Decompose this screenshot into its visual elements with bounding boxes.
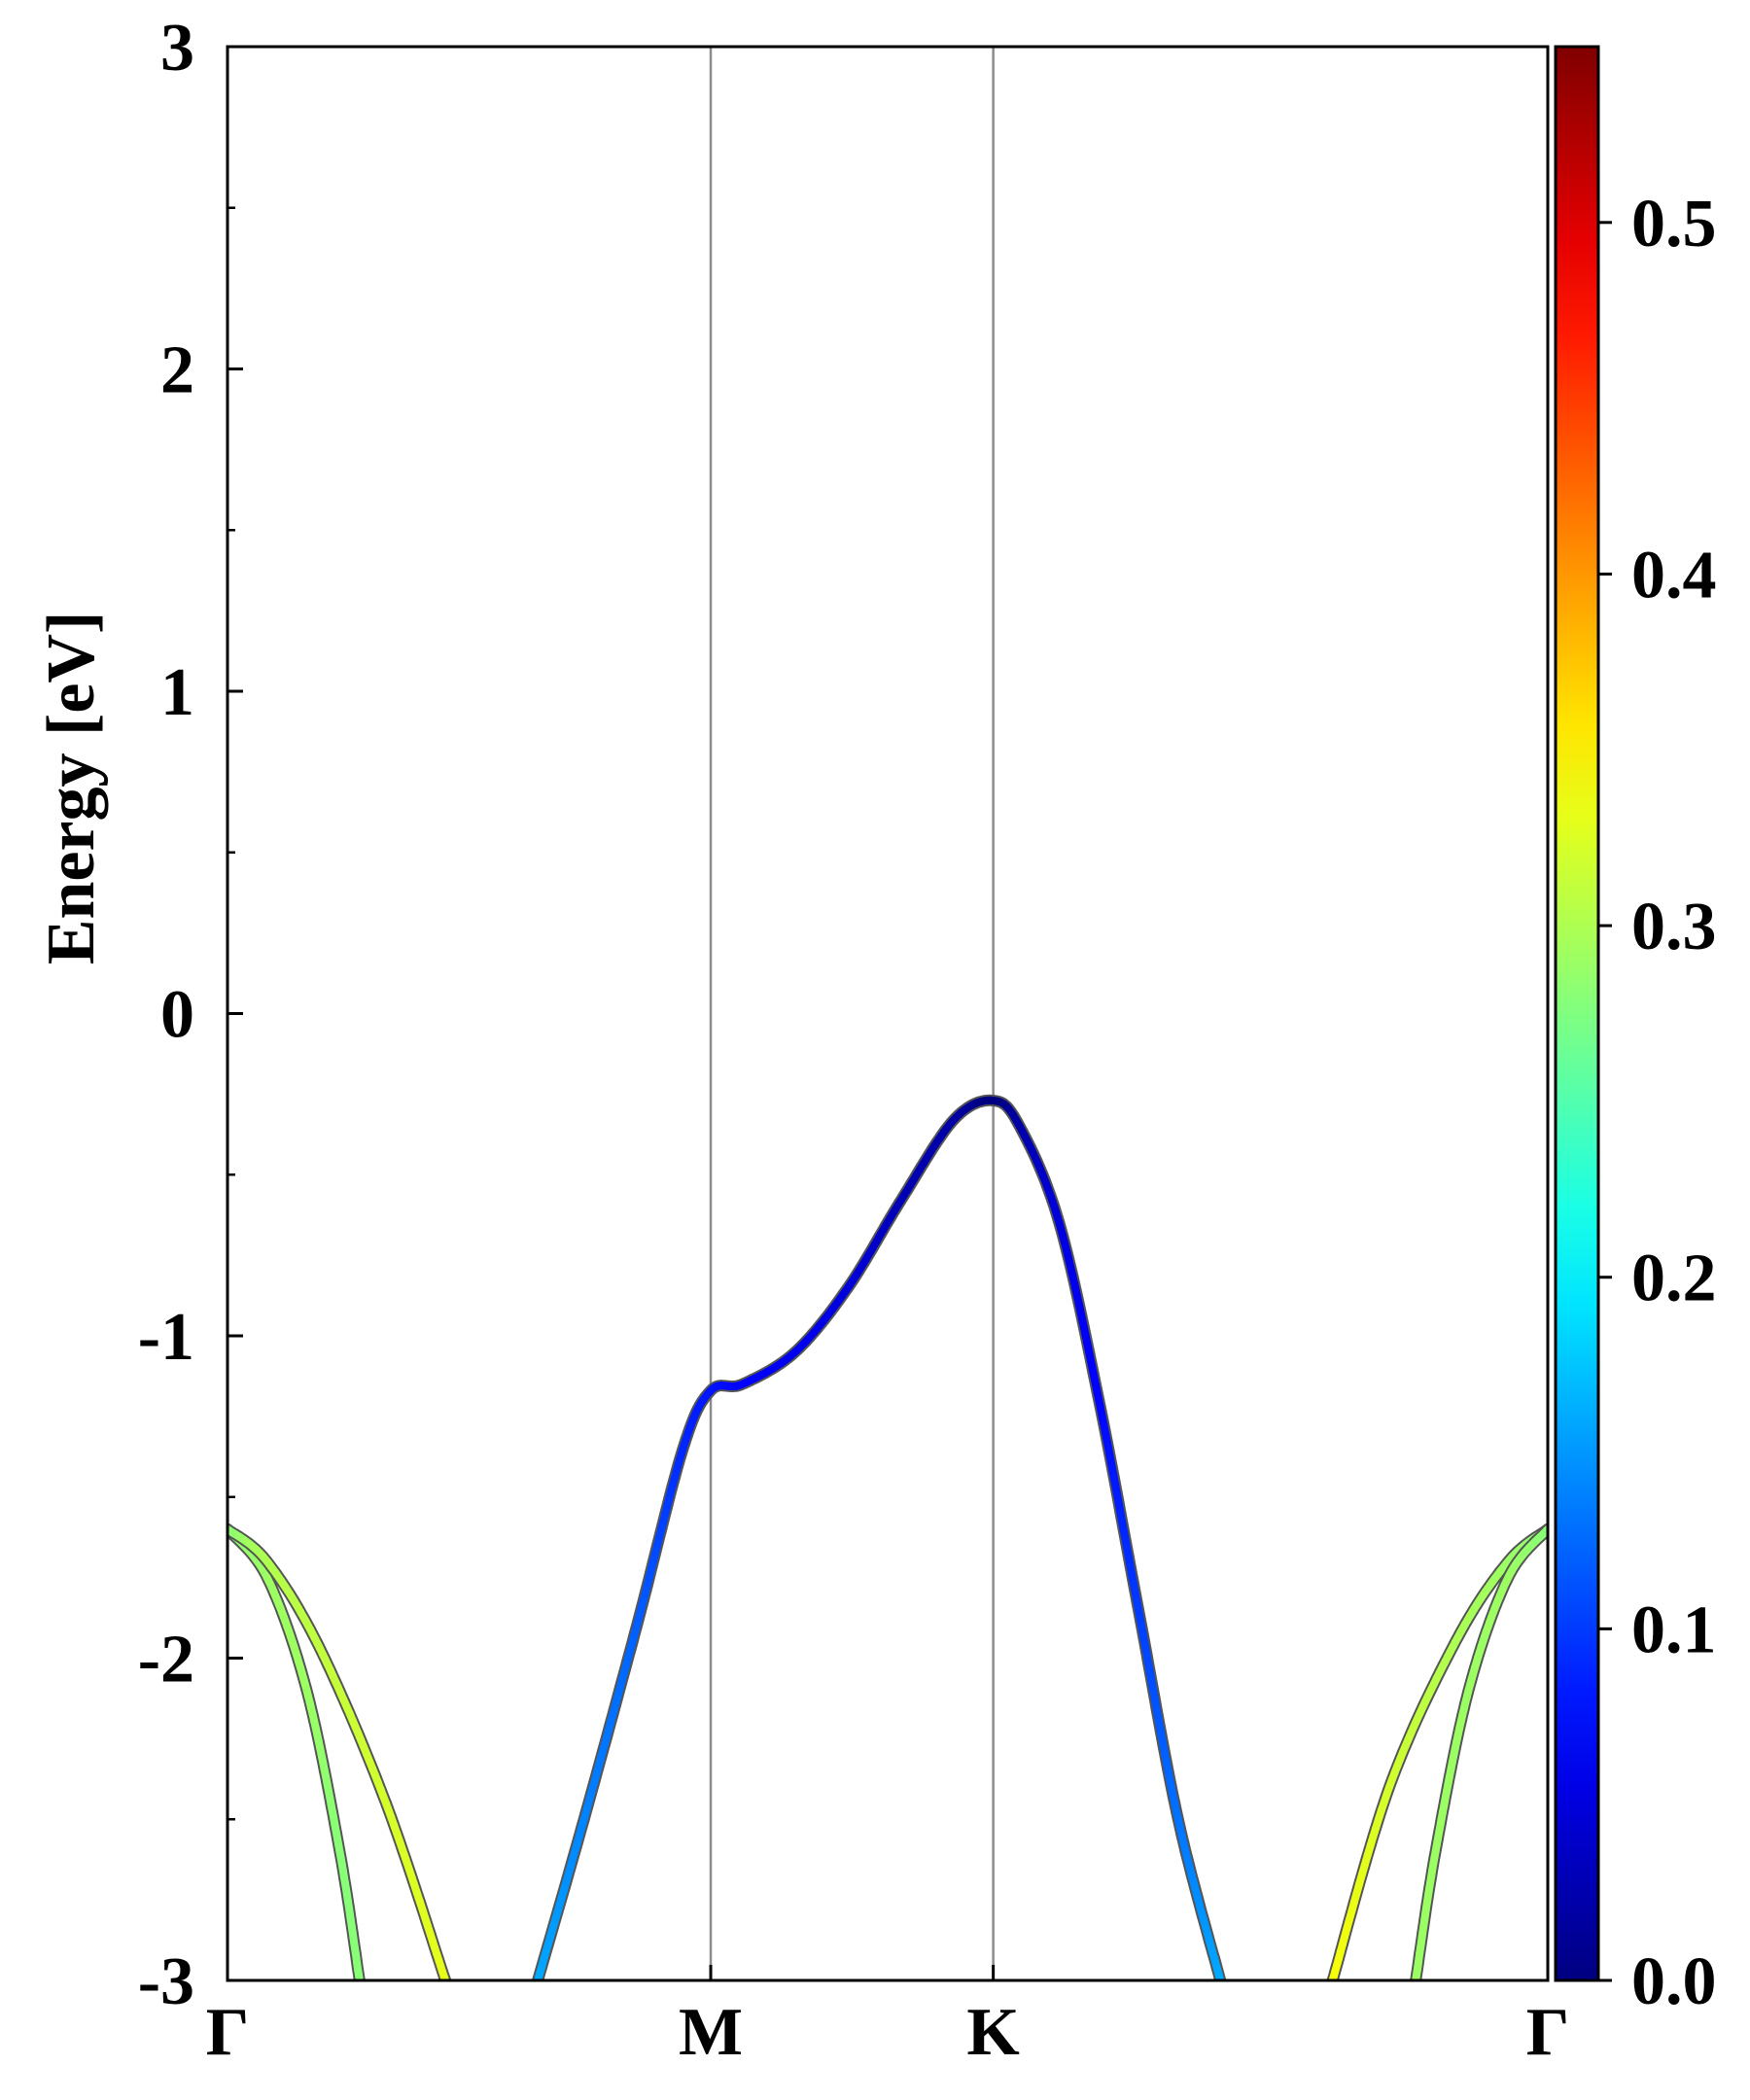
x-tick-label: Γ [1526,1995,1570,2070]
colorbar: 0.0 0.1 0.2 0.3 0.4 0.5 [1554,45,1717,2019]
plot-frame [226,45,1550,1982]
y-tick-label: 1 [160,655,194,730]
band-series [1410,1522,1548,1980]
y-axis-title: Energy [eV] [34,612,109,965]
y-tick-label: -1 [138,1300,194,1375]
colorbar-tick-label: 0.4 [1631,538,1717,612]
x-tick-label: M [679,1995,743,2070]
colorbar-tick-label: 0.2 [1631,1242,1717,1316]
x-tick-label: K [966,1995,1019,2070]
band-series [532,1094,1227,1980]
x-tick-label: Γ [206,1995,250,2070]
y-tick-label: -2 [138,1623,194,1698]
colorbar-tick-label: 0.1 [1631,1592,1717,1667]
y-tick-label: 2 [160,333,194,408]
colorbar-gradient [1554,45,1600,1982]
plot-area [228,47,1548,1980]
y-tick-label: 0 [160,978,194,1053]
colorbar-tick-label: 0.5 [1631,187,1717,262]
band-series [1326,1522,1548,1980]
band-outline [1326,1522,1548,1980]
colorbar-tick-label: 0.0 [1631,1944,1717,2019]
band-outline [228,1522,452,1980]
band-series [228,1522,452,1980]
y-tick-label: -3 [138,1944,194,2019]
colorbar-tick-label: 0.3 [1631,890,1717,964]
y-tick-label: 3 [160,11,194,86]
